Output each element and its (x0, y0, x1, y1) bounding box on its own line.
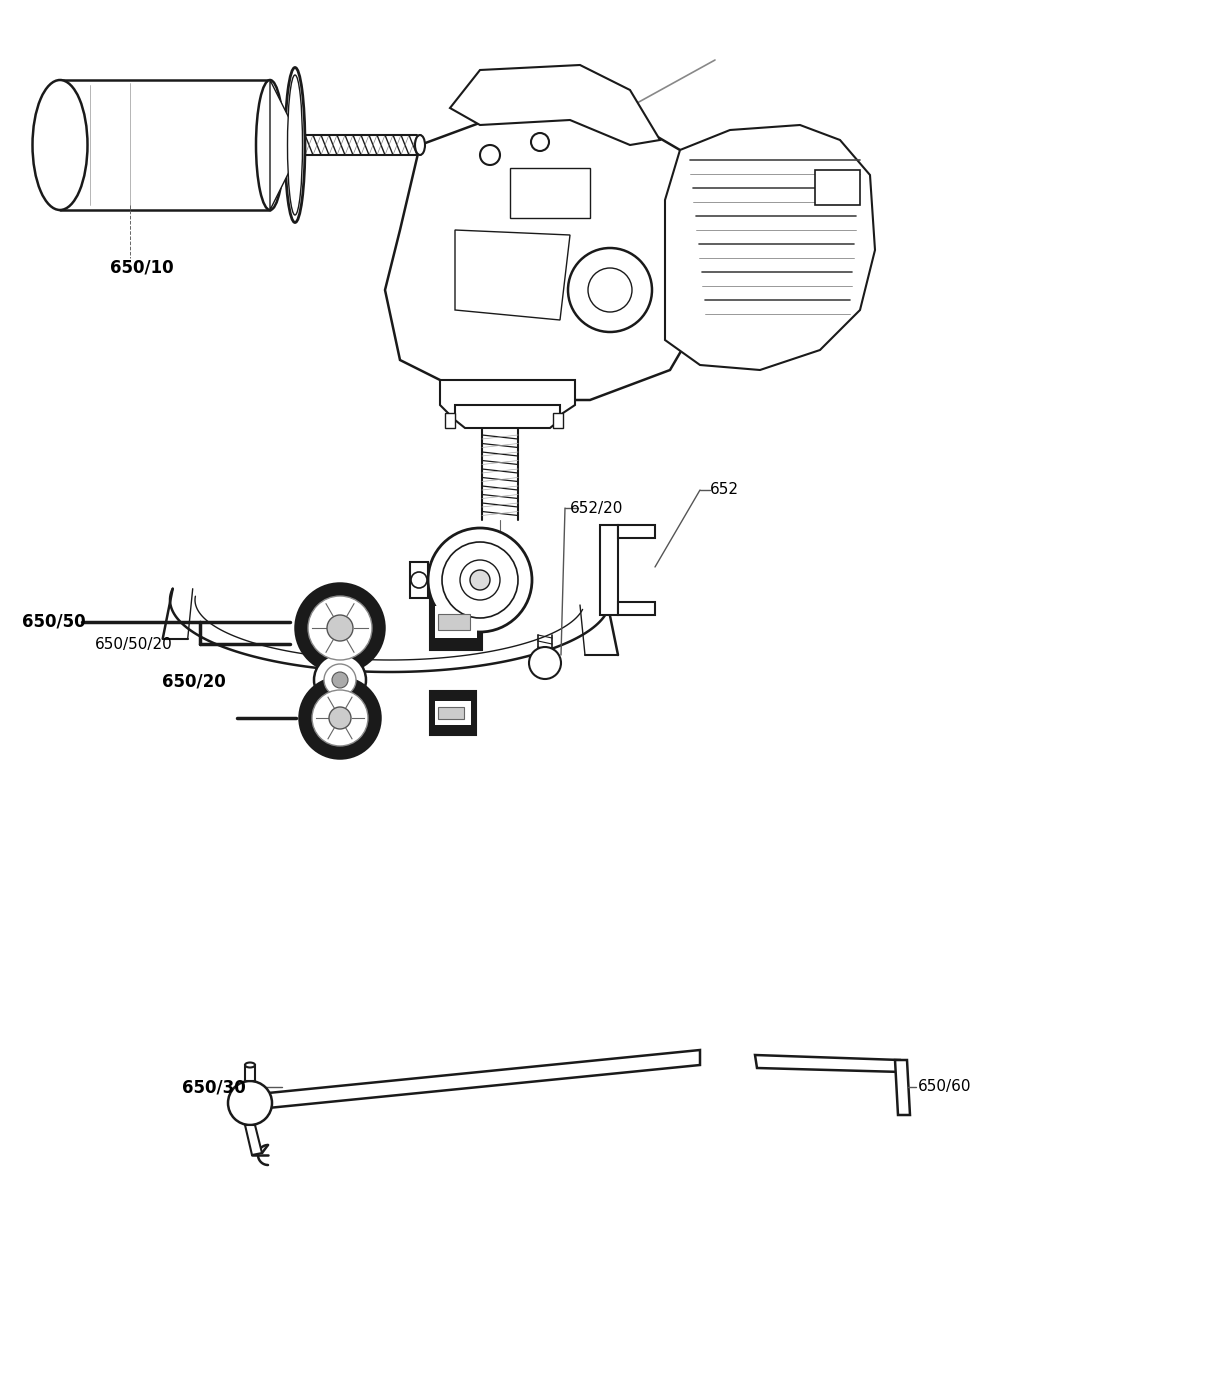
Circle shape (529, 647, 561, 679)
Bar (437, 707, 464, 720)
Circle shape (411, 572, 426, 587)
Circle shape (428, 528, 532, 632)
Circle shape (296, 585, 384, 672)
Circle shape (460, 560, 501, 600)
Circle shape (327, 615, 354, 640)
Bar (430, 594, 482, 650)
Circle shape (329, 707, 351, 729)
Ellipse shape (416, 135, 425, 155)
Polygon shape (450, 65, 660, 145)
Ellipse shape (33, 79, 87, 210)
Bar (815, 170, 860, 205)
Text: 652: 652 (710, 483, 739, 497)
Polygon shape (600, 525, 618, 615)
Polygon shape (385, 109, 710, 400)
Polygon shape (245, 1125, 262, 1155)
Circle shape (567, 248, 652, 333)
Circle shape (332, 672, 347, 688)
Text: 650/30: 650/30 (182, 1077, 245, 1096)
Text: 650/50/20: 650/50/20 (95, 636, 173, 651)
Ellipse shape (245, 1062, 255, 1068)
Circle shape (312, 690, 368, 746)
Polygon shape (245, 1050, 700, 1115)
Circle shape (228, 1082, 272, 1125)
Text: 650/60: 650/60 (919, 1080, 972, 1094)
Polygon shape (445, 413, 454, 427)
Bar (435, 702, 471, 725)
Polygon shape (618, 601, 655, 615)
Text: 652/20: 652/20 (570, 501, 623, 515)
Polygon shape (454, 230, 570, 320)
Polygon shape (755, 1055, 902, 1072)
Polygon shape (270, 79, 290, 210)
Circle shape (470, 569, 490, 590)
Circle shape (480, 145, 501, 166)
Polygon shape (245, 1065, 255, 1082)
Circle shape (300, 678, 380, 759)
Polygon shape (440, 380, 575, 415)
Polygon shape (618, 525, 655, 537)
Polygon shape (665, 125, 875, 370)
Bar (437, 614, 470, 631)
Circle shape (313, 654, 366, 706)
Bar (510, 168, 590, 219)
Polygon shape (553, 413, 563, 427)
Circle shape (442, 541, 518, 618)
Bar (435, 606, 477, 638)
Polygon shape (454, 405, 560, 427)
Text: 650/50: 650/50 (22, 612, 85, 631)
Circle shape (588, 269, 632, 312)
Ellipse shape (286, 67, 305, 223)
Text: 650/20: 650/20 (162, 672, 226, 690)
Bar (430, 690, 476, 735)
Circle shape (307, 596, 372, 660)
Circle shape (324, 664, 356, 696)
Polygon shape (895, 1059, 910, 1115)
Polygon shape (409, 562, 428, 599)
Ellipse shape (288, 75, 303, 214)
Circle shape (531, 134, 549, 150)
Ellipse shape (256, 79, 284, 210)
Text: 650/10: 650/10 (111, 259, 174, 277)
